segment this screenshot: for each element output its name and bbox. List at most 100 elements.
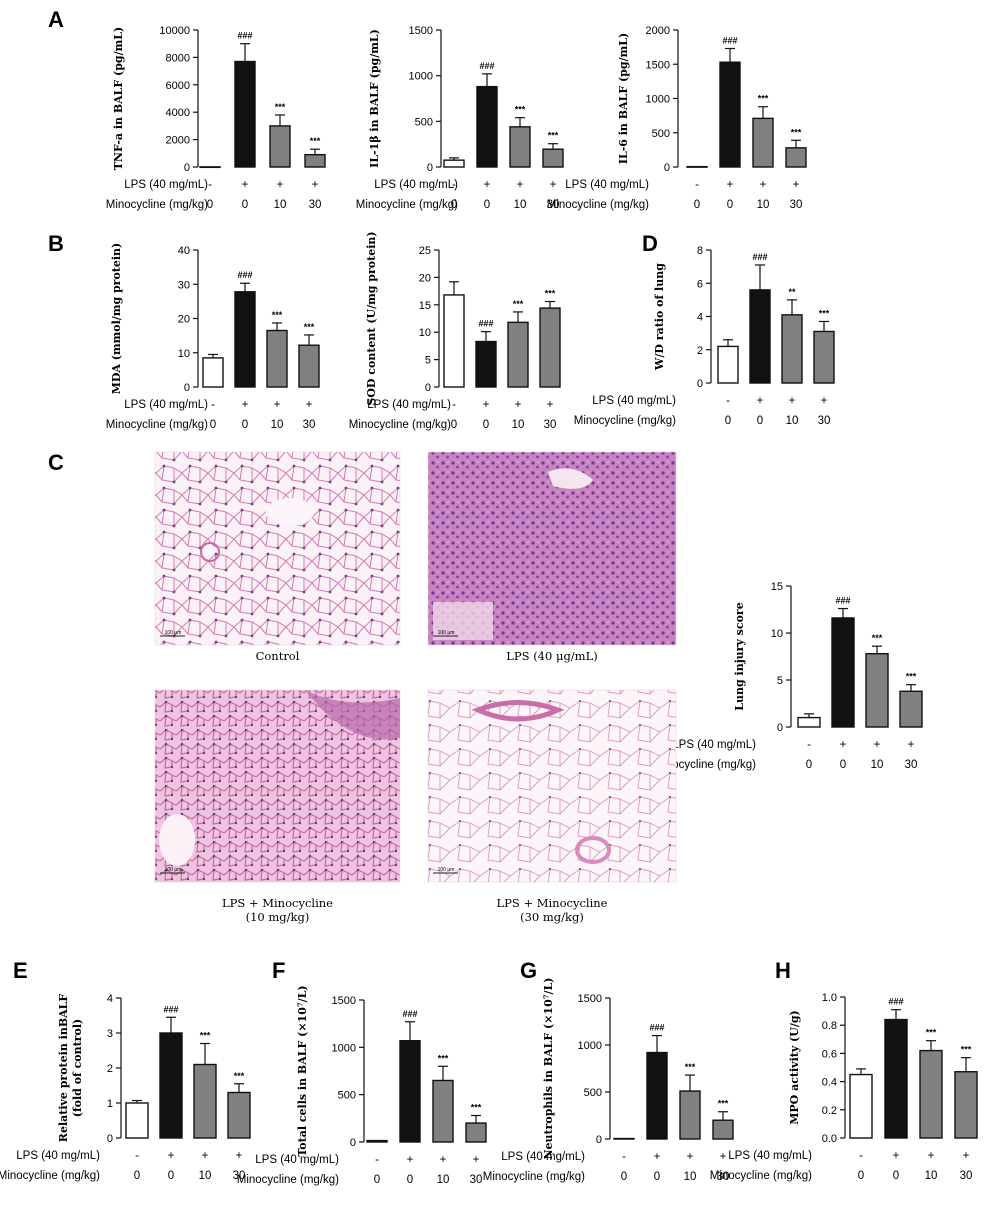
micrograph-1: 100 μm Control bbox=[154, 451, 401, 663]
bar bbox=[539, 307, 561, 388]
y-tick-label: 5 bbox=[425, 355, 431, 367]
minocycline-row-label: Minocycline (mg/kg) bbox=[349, 419, 451, 431]
minocycline-row-label: Minocycline (mg/kg) bbox=[106, 199, 208, 211]
bar bbox=[749, 289, 771, 384]
lps-row-label: LPS (40 mg/mL) bbox=[728, 1150, 812, 1162]
lps-value: - bbox=[695, 179, 699, 191]
bar bbox=[298, 344, 320, 388]
bar bbox=[475, 340, 497, 388]
chart-B2: 0 5 10 15 20 25 SOD content (U/mg protein) ### *… bbox=[349, 231, 561, 431]
vessel bbox=[200, 542, 220, 562]
lps-value: - bbox=[726, 395, 730, 407]
lps-value: + bbox=[242, 179, 249, 191]
panel-label-E: E bbox=[13, 958, 28, 983]
y-tick-label: 0 bbox=[184, 162, 190, 174]
y-tick-label: 500 bbox=[584, 1087, 602, 1099]
panel-label-A: A bbox=[48, 7, 64, 32]
bar bbox=[797, 716, 821, 728]
lps-value: + bbox=[793, 179, 800, 191]
minocycline-value: 30 bbox=[547, 199, 560, 211]
he-stained-lung-image bbox=[427, 689, 677, 883]
minocycline-value: 0 bbox=[893, 1170, 899, 1182]
significance-label: ### bbox=[237, 270, 252, 280]
y-axis-label: IL-1β in BALF (pg/mL) bbox=[368, 29, 381, 168]
y-tick-label: 8 bbox=[697, 245, 703, 257]
micrograph-2: 100 μm LPS (40 μg/mL) bbox=[427, 451, 677, 663]
lps-row-label: LPS (40 mg/mL) bbox=[672, 739, 756, 751]
scale-bar-label: 100 μm bbox=[165, 630, 182, 636]
significance-label: *** bbox=[310, 136, 321, 146]
y-tick-label: 4 bbox=[107, 993, 113, 1005]
micrograph-caption: LPS + Minocycline bbox=[222, 896, 333, 910]
significance-label: *** bbox=[548, 131, 559, 141]
lps-value: + bbox=[757, 395, 764, 407]
chart-B1: 0 10 20 30 40 MDA (mmol/mg protein) ### *** *** L… bbox=[106, 243, 320, 431]
bar bbox=[366, 1139, 388, 1143]
bar bbox=[443, 159, 465, 168]
bar bbox=[679, 1090, 701, 1140]
minocycline-value: 10 bbox=[274, 199, 287, 211]
minocycline-value: 10 bbox=[512, 419, 525, 431]
y-tick-label: 0 bbox=[425, 382, 431, 394]
minocycline-value: 0 bbox=[654, 1171, 660, 1183]
lps-value: + bbox=[440, 1154, 447, 1166]
y-tick-label: 4000 bbox=[166, 107, 190, 119]
vessel bbox=[575, 836, 611, 864]
bar bbox=[443, 294, 465, 388]
lps-value: + bbox=[274, 399, 281, 411]
lps-value: + bbox=[789, 395, 796, 407]
minocycline-value: 30 bbox=[303, 419, 316, 431]
y-tick-label: 500 bbox=[652, 128, 670, 140]
significance-label: *** bbox=[961, 1045, 972, 1055]
chart-A1: 0 2000 4000 6000 8000 10000 TNF-a in BALF (pg/… bbox=[106, 25, 326, 211]
chart-H: 0.0 0.2 0.4 0.6 0.8 1.0 MPO activity (U/g) ### *… bbox=[710, 992, 978, 1182]
inflamed-region bbox=[305, 690, 400, 740]
chart-E: 0 1 2 3 4 Relative protein inBALF (fold of con… bbox=[0, 993, 251, 1182]
minocycline-value: 30 bbox=[233, 1170, 246, 1182]
y-tick-label: 5 bbox=[777, 675, 783, 687]
minocycline-value: 30 bbox=[818, 415, 831, 427]
lps-value: - bbox=[807, 739, 811, 751]
minocycline-value: 10 bbox=[199, 1170, 212, 1182]
lps-value: + bbox=[654, 1151, 661, 1163]
significance-label: *** bbox=[304, 322, 315, 332]
significance-label: ### bbox=[237, 31, 252, 41]
y-tick-label: 0 bbox=[664, 162, 670, 174]
lps-value: + bbox=[720, 1151, 727, 1163]
y-tick-label: 15 bbox=[419, 300, 431, 312]
y-tick-label: 2000 bbox=[646, 25, 670, 37]
panel-label-C: C bbox=[48, 450, 64, 475]
minocycline-value: 0 bbox=[207, 199, 213, 211]
minocycline-row-label: Minocycline (mg/kg) bbox=[0, 1170, 100, 1182]
y-tick-label: 0.2 bbox=[822, 1105, 837, 1117]
bar bbox=[304, 153, 326, 168]
significance-label: ### bbox=[479, 61, 494, 71]
y-tick-label: 1000 bbox=[332, 1042, 356, 1054]
y-axis-label: IL-6 in BALF (pg/mL) bbox=[617, 33, 630, 164]
minocycline-value: 10 bbox=[437, 1174, 450, 1186]
bar bbox=[465, 1122, 487, 1143]
y-axis-label: Neutrophils in BALF (×10⁷/L) bbox=[542, 977, 555, 1159]
y-tick-label: 8000 bbox=[166, 52, 190, 64]
significance-label: *** bbox=[685, 1062, 696, 1072]
minocycline-row-label: Minocycline (mg/kg) bbox=[106, 419, 208, 431]
lps-value: + bbox=[484, 179, 491, 191]
lps-row-label: LPS (40 mg/mL) bbox=[255, 1154, 339, 1166]
y-tick-label: 10 bbox=[419, 327, 431, 339]
bar bbox=[686, 165, 708, 168]
y-tick-label: 2 bbox=[107, 1063, 113, 1075]
bar bbox=[646, 1051, 668, 1140]
minocycline-value: 10 bbox=[925, 1170, 938, 1182]
y-tick-label: 1500 bbox=[646, 59, 670, 71]
bar bbox=[202, 357, 224, 388]
bar bbox=[234, 291, 256, 388]
scale-bar-label: 100 μm bbox=[438, 867, 455, 873]
lps-value: + bbox=[760, 179, 767, 191]
y-axis-label: MDA (mmol/mg protein) bbox=[110, 243, 123, 395]
minocycline-row-label: Minocycline (mg/kg) bbox=[483, 1171, 585, 1183]
y-tick-label: 0.0 bbox=[822, 1133, 837, 1145]
lps-value: + bbox=[483, 399, 490, 411]
bar bbox=[199, 166, 221, 169]
lps-value: + bbox=[550, 179, 557, 191]
